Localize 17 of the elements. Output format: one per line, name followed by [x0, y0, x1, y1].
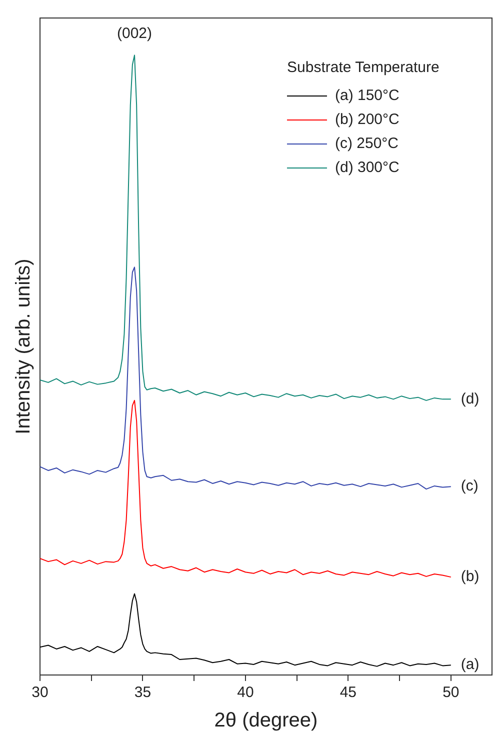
annotation: (b)	[460, 568, 480, 586]
y-axis-title: Intensity (arb. units)	[12, 258, 35, 434]
annotation: (a)	[460, 656, 480, 674]
legend-label: (d) 300°C	[335, 159, 400, 176]
x-axis-title: 2θ (degree)	[214, 710, 318, 732]
legend-label: (c) 250°C	[335, 135, 399, 152]
annotation: (002)	[116, 24, 152, 42]
x-tick-label: 40	[237, 684, 254, 702]
annotation: (c)	[460, 478, 478, 495]
x-tick-label: 45	[340, 684, 357, 702]
legend-title: Substrate Temperature	[287, 59, 440, 76]
x-tick-label: 50	[442, 684, 460, 702]
x-tick-label: 35	[134, 684, 152, 702]
legend-label: (b) 200°C	[335, 111, 400, 128]
annotation: (d)	[460, 390, 480, 408]
x-tick-label: 30	[32, 684, 48, 702]
legend-label: (a) 150°C	[335, 87, 400, 104]
